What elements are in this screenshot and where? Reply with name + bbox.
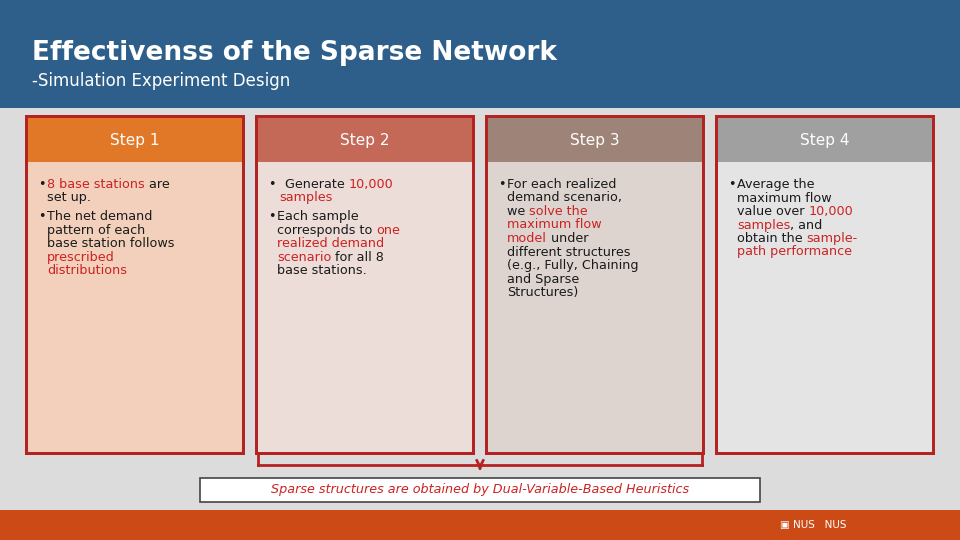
Text: value over: value over — [737, 205, 808, 218]
Text: •: • — [38, 211, 45, 224]
Text: (e.g., Fully, Chaining: (e.g., Fully, Chaining — [507, 259, 638, 272]
Text: model: model — [507, 232, 547, 245]
Text: samples: samples — [279, 192, 332, 205]
Text: set up.: set up. — [47, 192, 91, 205]
Bar — [28, 118, 242, 162]
Text: maximum flow: maximum flow — [507, 219, 602, 232]
Bar — [25, 115, 245, 455]
Text: •: • — [268, 211, 276, 224]
Text: Average the: Average the — [737, 178, 814, 191]
Text: corresponds to: corresponds to — [277, 224, 376, 237]
Text: Each sample: Each sample — [277, 211, 359, 224]
Text: , and: , and — [790, 219, 823, 232]
Text: Step 2: Step 2 — [340, 132, 390, 147]
Text: one: one — [376, 224, 400, 237]
Bar — [258, 118, 472, 162]
Text: •: • — [728, 178, 735, 191]
Text: Step 1: Step 1 — [110, 132, 159, 147]
Bar — [28, 162, 242, 452]
Text: distributions: distributions — [47, 265, 127, 278]
Text: The net demand: The net demand — [47, 211, 153, 224]
Text: pattern of each: pattern of each — [47, 224, 145, 237]
Text: maximum flow: maximum flow — [737, 192, 831, 205]
Text: obtain the: obtain the — [737, 232, 806, 245]
Text: ▣ NUS   NUS: ▣ NUS NUS — [780, 520, 847, 530]
Bar — [200, 478, 760, 502]
Text: •: • — [498, 178, 506, 191]
Text: For each realized: For each realized — [507, 178, 616, 191]
Bar — [488, 162, 702, 452]
Text: base station follows: base station follows — [47, 238, 175, 251]
Bar — [255, 115, 475, 455]
Text: prescribed: prescribed — [47, 251, 115, 264]
Bar — [715, 115, 935, 455]
Text: we: we — [507, 205, 529, 218]
Bar — [488, 118, 702, 162]
Text: 10,000: 10,000 — [808, 205, 853, 218]
Bar — [0, 0, 960, 108]
Text: demand scenario,: demand scenario, — [507, 192, 622, 205]
Text: Generate: Generate — [277, 178, 348, 191]
Text: path performance: path performance — [737, 246, 852, 259]
Text: Step 4: Step 4 — [801, 132, 850, 147]
Text: and Sparse: and Sparse — [507, 273, 579, 286]
Bar — [0, 510, 960, 540]
Text: under: under — [547, 232, 588, 245]
Text: Effectivenss of the Sparse Network: Effectivenss of the Sparse Network — [32, 40, 557, 66]
Text: •: • — [38, 178, 45, 191]
Bar — [485, 115, 705, 455]
Text: for all 8: for all 8 — [331, 251, 384, 264]
Text: different structures: different structures — [507, 246, 631, 259]
Text: Step 3: Step 3 — [570, 132, 620, 147]
Text: sample-: sample- — [806, 232, 858, 245]
Text: Sparse structures are obtained by Dual-Variable-Based Heuristics: Sparse structures are obtained by Dual-V… — [271, 483, 689, 496]
Text: scenario: scenario — [277, 251, 331, 264]
Bar — [718, 162, 932, 452]
Text: samples: samples — [737, 219, 790, 232]
Text: •: • — [268, 178, 276, 191]
Text: 10,000: 10,000 — [348, 178, 394, 191]
Text: 8 base stations: 8 base stations — [47, 178, 145, 191]
Text: are: are — [145, 178, 170, 191]
Text: Structures): Structures) — [507, 286, 578, 299]
Text: base stations.: base stations. — [277, 265, 367, 278]
Text: -Simulation Experiment Design: -Simulation Experiment Design — [32, 72, 290, 90]
Text: solve the: solve the — [529, 205, 588, 218]
Bar — [258, 162, 472, 452]
Text: realized demand: realized demand — [277, 238, 384, 251]
Bar — [718, 118, 932, 162]
